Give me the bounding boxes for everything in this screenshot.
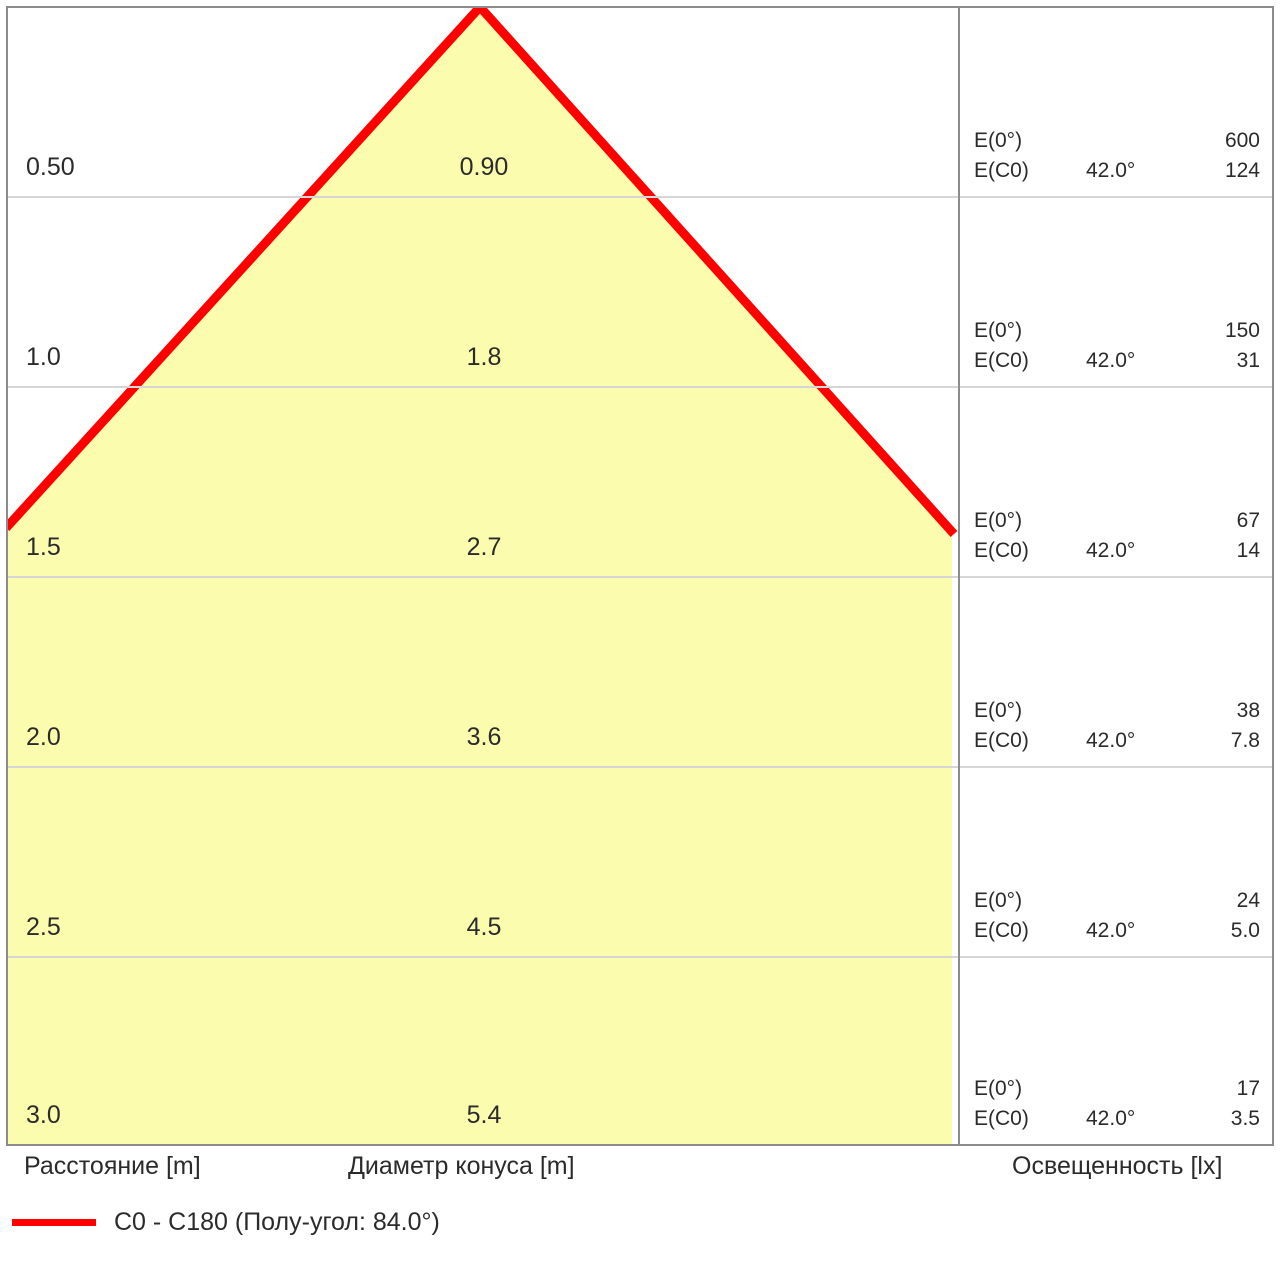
- illuminance-e0-line: E(0°) 600: [974, 126, 1260, 156]
- distance-value: 0.50: [26, 153, 75, 181]
- distance-diameter-grid: 0.50 0.90 1.0 1.8 1.5 2.7 2.0 3.6 2.5 4.…: [6, 6, 958, 1146]
- distance-value: 2.0: [26, 723, 61, 751]
- illuminance-ec0-angle: 42.0°: [1086, 539, 1136, 563]
- table-row: 3.0 5.4: [8, 958, 958, 1144]
- legend-label: C0 - C180 (Полу-угол: 84.0°): [114, 1208, 440, 1236]
- table-row: E(0°) 38 E(C0) 42.0° 7.8: [960, 578, 1272, 768]
- illuminance-e0-label: E(0°): [974, 319, 1023, 343]
- illuminance-block: E(0°) 67 E(C0) 42.0° 14: [960, 506, 1276, 566]
- illuminance-e0-value: 67: [1236, 509, 1260, 533]
- illuminance-ec0-value: 31: [1236, 349, 1260, 373]
- illuminance-grid: E(0°) 600 E(C0) 42.0° 124 E(0°): [958, 6, 1274, 1146]
- distance-value: 1.0: [26, 343, 61, 371]
- table-row: 1.5 2.7: [8, 388, 958, 578]
- illuminance-ec0-line: E(C0) 42.0° 5.0: [974, 916, 1260, 946]
- illuminance-ec0-value: 5.0: [1230, 919, 1260, 943]
- illuminance-block: E(0°) 600 E(C0) 42.0° 124: [960, 126, 1276, 186]
- diameter-value: 2.7: [466, 533, 502, 561]
- diameter-value: 4.5: [466, 913, 502, 941]
- illuminance-ec0-angle: 42.0°: [1086, 729, 1136, 753]
- illuminance-ec0-angle: 42.0°: [1086, 919, 1136, 943]
- table-row: 1.0 1.8: [8, 198, 958, 388]
- illuminance-axis-caption: Освещенность [lx]: [1012, 1152, 1223, 1180]
- illuminance-e0-label: E(0°): [974, 129, 1023, 153]
- illuminance-ec0-value: 3.5: [1230, 1107, 1260, 1131]
- illuminance-ec0-label: E(C0): [974, 159, 1029, 183]
- light-cone-graphic: [6, 6, 958, 1144]
- illuminance-block: E(0°) 24 E(C0) 42.0° 5.0: [960, 886, 1276, 946]
- illuminance-e0-value: 17: [1236, 1077, 1260, 1101]
- table-row: E(0°) 67 E(C0) 42.0° 14: [960, 388, 1272, 578]
- illuminance-ec0-line: E(C0) 42.0° 3.5: [974, 1104, 1260, 1134]
- illuminance-ec0-label: E(C0): [974, 919, 1029, 943]
- legend-line-swatch: [12, 1219, 96, 1226]
- illuminance-ec0-label: E(C0): [974, 539, 1029, 563]
- illuminance-ec0-label: E(C0): [974, 1107, 1029, 1131]
- cone-edge-right: [476, 6, 958, 538]
- diameter-value: 5.4: [466, 1101, 502, 1129]
- diameter-axis-caption: Диаметр конуса [m]: [348, 1152, 575, 1180]
- table-row: E(0°) 17 E(C0) 42.0° 3.5: [960, 958, 1272, 1144]
- illuminance-e0-line: E(0°) 24: [974, 886, 1260, 916]
- distance-value: 1.5: [26, 533, 61, 561]
- table-row: 2.5 4.5: [8, 768, 958, 958]
- illuminance-e0-line: E(0°) 150: [974, 316, 1260, 346]
- illuminance-ec0-value: 7.8: [1230, 729, 1260, 753]
- illuminance-block: E(0°) 150 E(C0) 42.0° 31: [960, 316, 1276, 376]
- table-row: 0.50 0.90: [8, 8, 958, 198]
- chart-area: 0.50 0.90 1.0 1.8 1.5 2.7 2.0 3.6 2.5 4.…: [6, 6, 1274, 1146]
- axis-captions: Расстояние [m] Диаметр конуса [m] Освеще…: [0, 1152, 1280, 1198]
- illuminance-e0-line: E(0°) 17: [974, 1074, 1260, 1104]
- illuminance-block: E(0°) 17 E(C0) 42.0° 3.5: [960, 1074, 1276, 1134]
- illuminance-ec0-line: E(C0) 42.0° 124: [974, 156, 1260, 186]
- illuminance-e0-value: 24: [1236, 889, 1260, 913]
- distance-value: 3.0: [26, 1101, 61, 1129]
- diameter-value: 3.6: [466, 723, 502, 751]
- cone-edge-left: [6, 6, 484, 532]
- illuminance-block: E(0°) 38 E(C0) 42.0° 7.8: [960, 696, 1276, 756]
- legend: C0 - C180 (Полу-угол: 84.0°): [12, 1208, 440, 1237]
- diameter-value: 0.90: [459, 153, 509, 181]
- diameter-value: 1.8: [466, 343, 502, 371]
- illuminance-ec0-line: E(C0) 42.0° 7.8: [974, 726, 1260, 756]
- illuminance-ec0-angle: 42.0°: [1086, 1107, 1136, 1131]
- illuminance-e0-value: 150: [1224, 319, 1260, 343]
- illuminance-e0-line: E(0°) 67: [974, 506, 1260, 536]
- illuminance-e0-value: 38: [1236, 699, 1260, 723]
- illuminance-ec0-line: E(C0) 42.0° 31: [974, 346, 1260, 376]
- distance-value: 2.5: [26, 913, 61, 941]
- table-row: 2.0 3.6: [8, 578, 958, 768]
- illuminance-ec0-line: E(C0) 42.0° 14: [974, 536, 1260, 566]
- table-row: E(0°) 150 E(C0) 42.0° 31: [960, 198, 1272, 388]
- table-row: E(0°) 600 E(C0) 42.0° 124: [960, 8, 1272, 198]
- illuminance-ec0-value: 14: [1236, 539, 1260, 563]
- illuminance-e0-line: E(0°) 38: [974, 696, 1260, 726]
- illuminance-e0-label: E(0°): [974, 1077, 1023, 1101]
- illuminance-ec0-label: E(C0): [974, 349, 1029, 373]
- illuminance-ec0-value: 124: [1224, 159, 1260, 183]
- illuminance-e0-label: E(0°): [974, 889, 1023, 913]
- table-row: E(0°) 24 E(C0) 42.0° 5.0: [960, 768, 1272, 958]
- illuminance-ec0-angle: 42.0°: [1086, 159, 1136, 183]
- illuminance-ec0-label: E(C0): [974, 729, 1029, 753]
- illuminance-ec0-angle: 42.0°: [1086, 349, 1136, 373]
- illuminance-e0-label: E(0°): [974, 699, 1023, 723]
- distance-axis-caption: Расстояние [m]: [24, 1152, 201, 1180]
- illuminance-e0-value: 600: [1224, 129, 1260, 153]
- illuminance-e0-label: E(0°): [974, 509, 1023, 533]
- cone-fill: [6, 7, 952, 1144]
